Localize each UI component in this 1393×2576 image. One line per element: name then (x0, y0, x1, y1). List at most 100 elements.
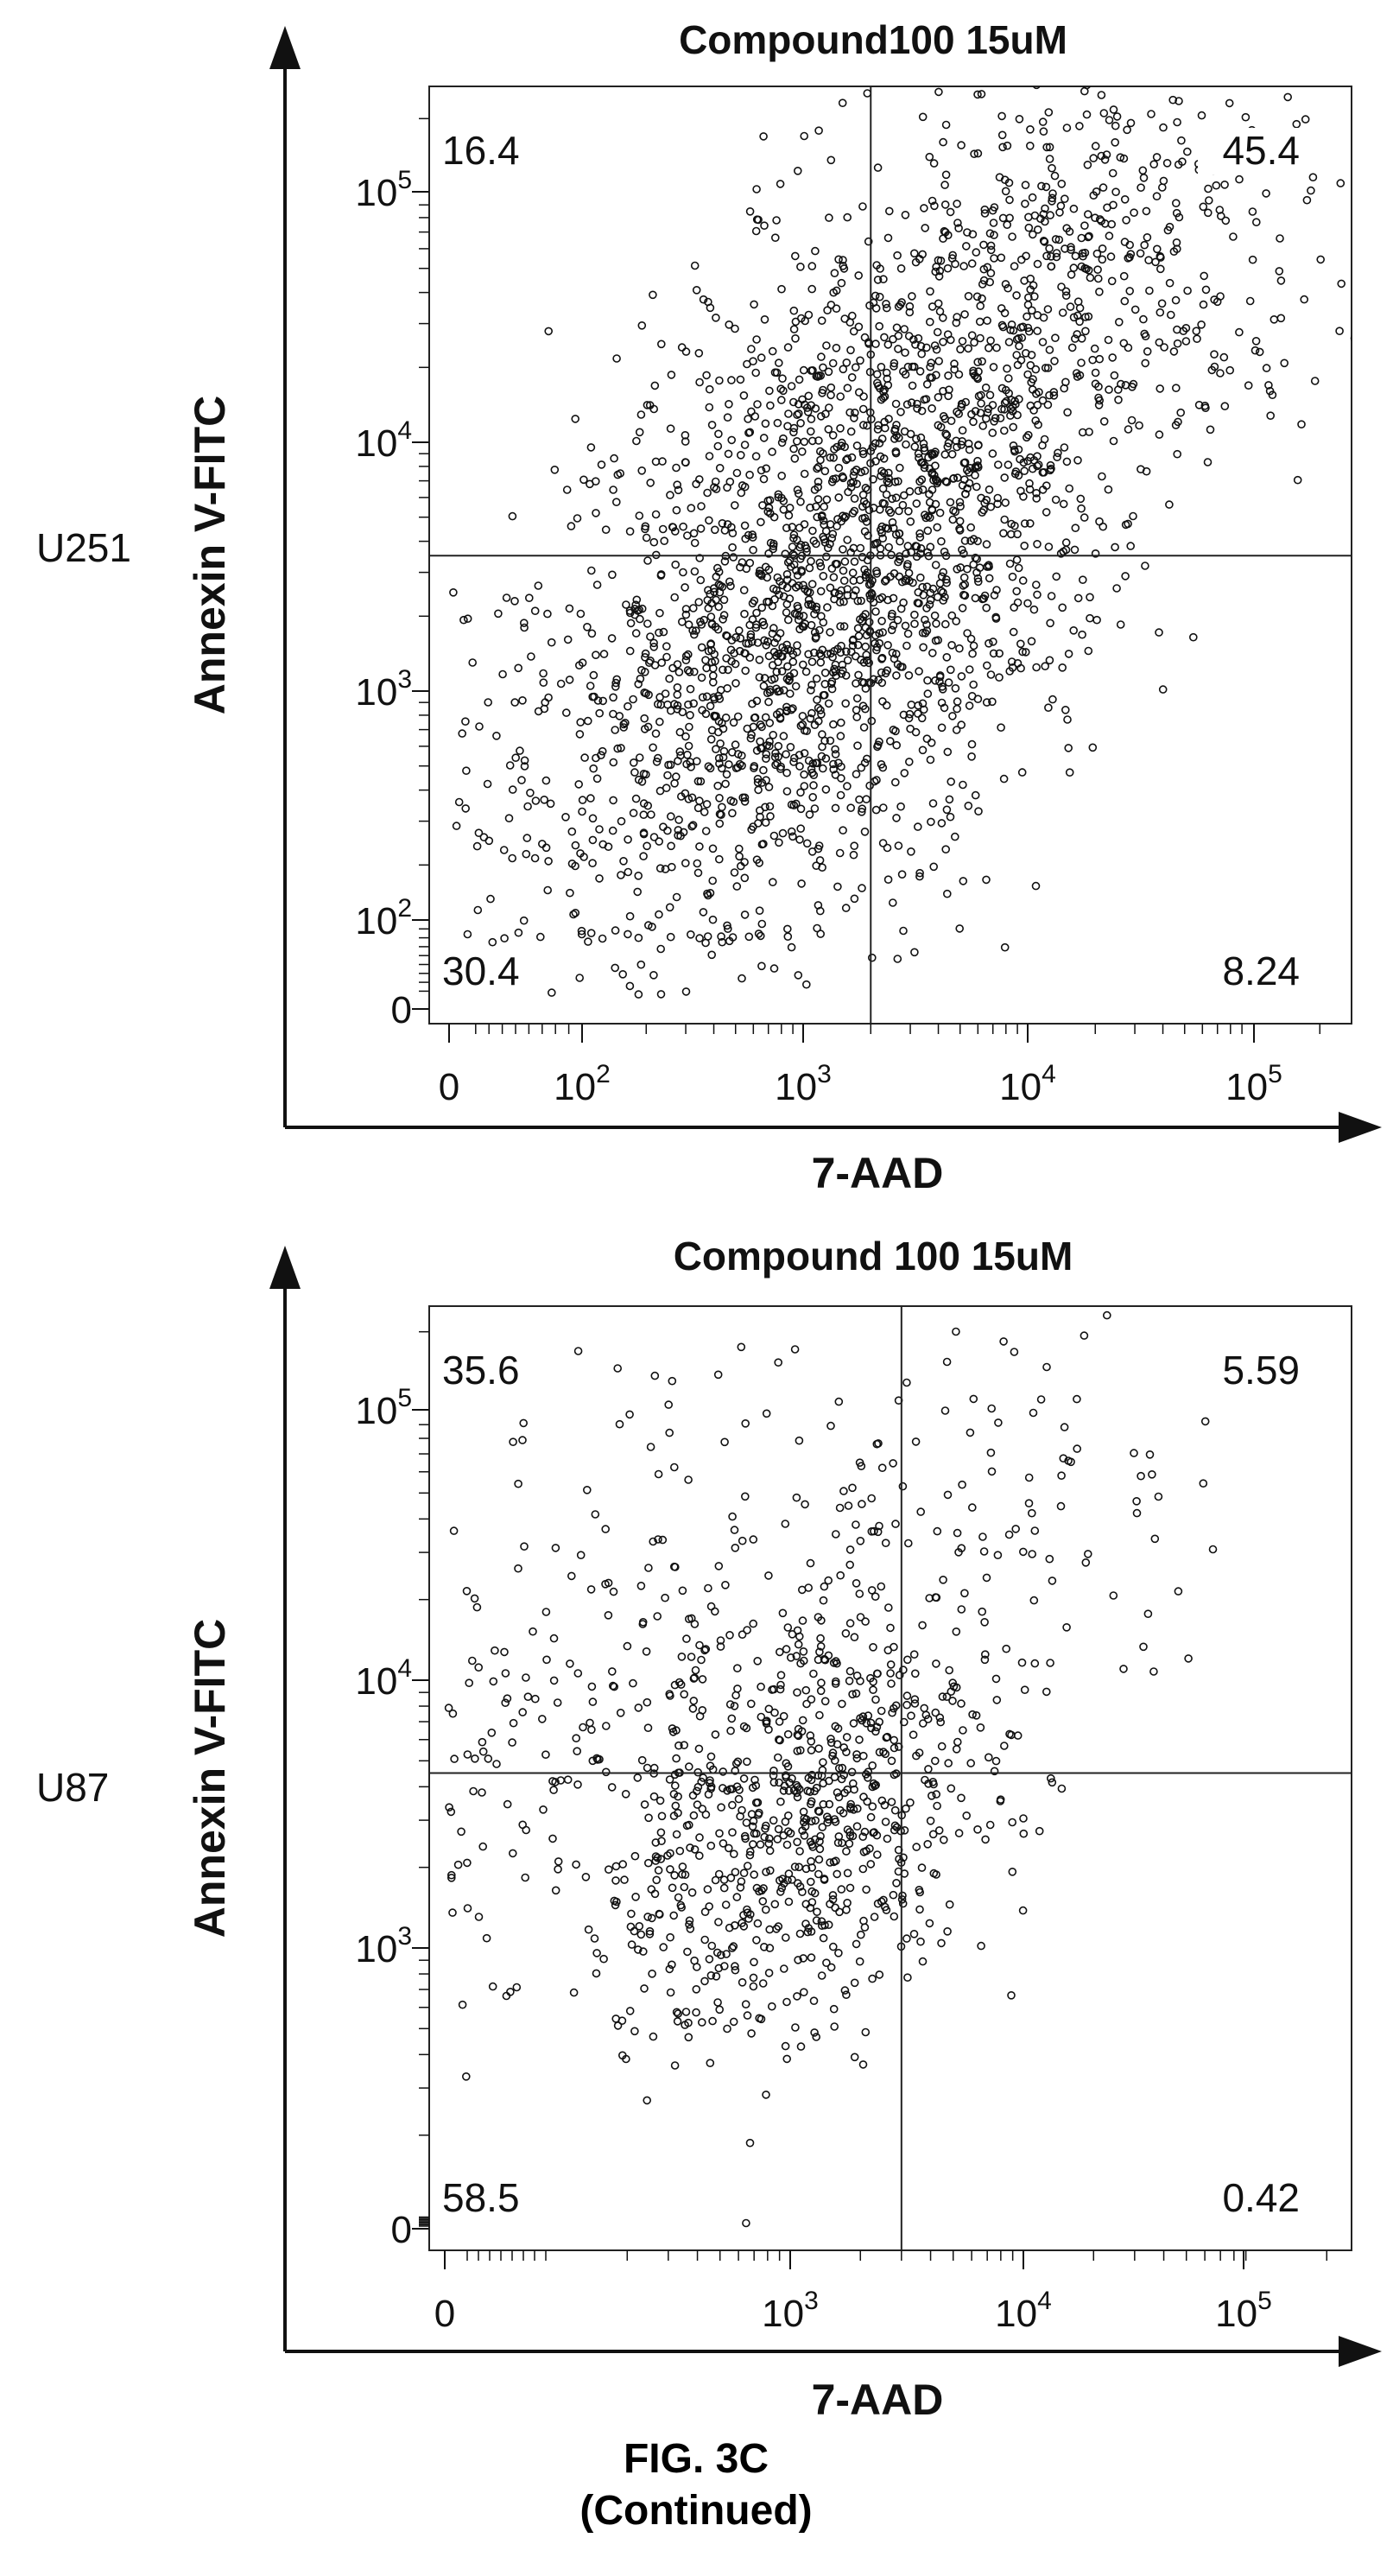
event-dot (663, 1851, 672, 1860)
event-dot (751, 623, 761, 632)
event-dot (1036, 1395, 1046, 1404)
event-dot (968, 1710, 977, 1719)
event-dot (688, 604, 698, 612)
event-dot (608, 570, 617, 580)
event-dot (756, 737, 764, 746)
event-dot (576, 1551, 586, 1559)
event-dot (1091, 368, 1100, 378)
event-dot (910, 619, 919, 629)
event-dot (779, 732, 788, 740)
event-dot (862, 1846, 871, 1856)
event-dot (607, 1783, 617, 1792)
event-dot (795, 1929, 805, 1938)
event-dot (672, 892, 681, 902)
event-dot (1220, 181, 1229, 189)
event-dot (1104, 335, 1113, 345)
event-dot (888, 494, 896, 504)
event-dot (769, 584, 778, 593)
event-dot (1302, 195, 1312, 205)
event-dot (655, 717, 664, 726)
event-dot (837, 1885, 846, 1894)
event-dot (1051, 495, 1061, 504)
event-dot (586, 479, 594, 489)
event-dot (1094, 401, 1104, 409)
event-dot (850, 557, 859, 567)
event-dot (544, 327, 554, 336)
event-dot (718, 803, 726, 812)
event-dot (656, 1828, 666, 1837)
event-dot (958, 545, 966, 555)
event-dot (1012, 587, 1021, 596)
event-dot (724, 1843, 733, 1853)
event-dot (911, 1669, 920, 1678)
event-dot (903, 629, 913, 638)
event-dot (819, 1758, 827, 1767)
event-dot (695, 934, 704, 942)
event-dot (535, 932, 545, 942)
event-dot (641, 652, 649, 662)
event-dot (985, 574, 994, 583)
event-dot (712, 1972, 721, 1981)
row-label: U87 (36, 1765, 109, 1810)
event-dot (674, 815, 683, 824)
event-dot (868, 1974, 877, 1983)
event-dot (994, 460, 1003, 469)
event-dot (627, 1909, 636, 1919)
event-dot (1136, 249, 1145, 258)
event-dot (959, 581, 968, 590)
event-dot (491, 1646, 499, 1655)
event-dot (1069, 263, 1079, 272)
event-dot (757, 2014, 766, 2024)
event-dot (803, 408, 813, 416)
event-dot (625, 981, 635, 991)
event-dot (649, 833, 659, 841)
event-dot (775, 1647, 784, 1657)
event-dot (782, 787, 792, 796)
event-dot (681, 859, 690, 868)
event-dot (901, 621, 910, 631)
event-dot (703, 1885, 712, 1894)
event-dot (663, 826, 672, 835)
event-dot (796, 824, 806, 834)
event-dot (947, 640, 956, 650)
event-dot (1045, 143, 1054, 152)
event-dot (973, 574, 983, 583)
event-dot (870, 1828, 879, 1837)
event-dot (821, 409, 830, 419)
event-dot (1034, 420, 1042, 429)
event-dot (1018, 1906, 1028, 1915)
event-dot (890, 358, 899, 368)
event-dot (982, 495, 991, 504)
event-dot (674, 826, 683, 834)
event-dot (806, 503, 814, 512)
event-dot (475, 722, 484, 731)
event-dot (444, 1704, 453, 1712)
event-dot (1192, 10, 1199, 16)
event-dot (942, 805, 952, 815)
event-dot (839, 1487, 848, 1495)
event-dot (661, 689, 670, 698)
event-dot (849, 327, 858, 336)
event-dot (799, 1818, 808, 1827)
event-dot (599, 1954, 608, 1964)
event-dot (630, 1851, 640, 1861)
event-dot (833, 1724, 843, 1733)
event-dot (765, 1944, 775, 1952)
event-dot (738, 1536, 747, 1545)
event-dot (611, 1876, 620, 1885)
event-dot (818, 764, 827, 773)
event-dot (884, 473, 893, 483)
event-dot (1059, 1454, 1068, 1462)
event-dot (1210, 350, 1219, 359)
event-dot (890, 1805, 900, 1815)
event-dot (601, 525, 611, 535)
event-dot (877, 362, 886, 371)
event-dot (735, 759, 744, 769)
event-dot (1015, 341, 1023, 351)
event-dot (657, 658, 667, 668)
event-dot (852, 706, 861, 714)
event-dot (788, 657, 798, 667)
event-dot (987, 1404, 996, 1413)
event-dot (782, 702, 791, 712)
event-dot (856, 1677, 864, 1685)
